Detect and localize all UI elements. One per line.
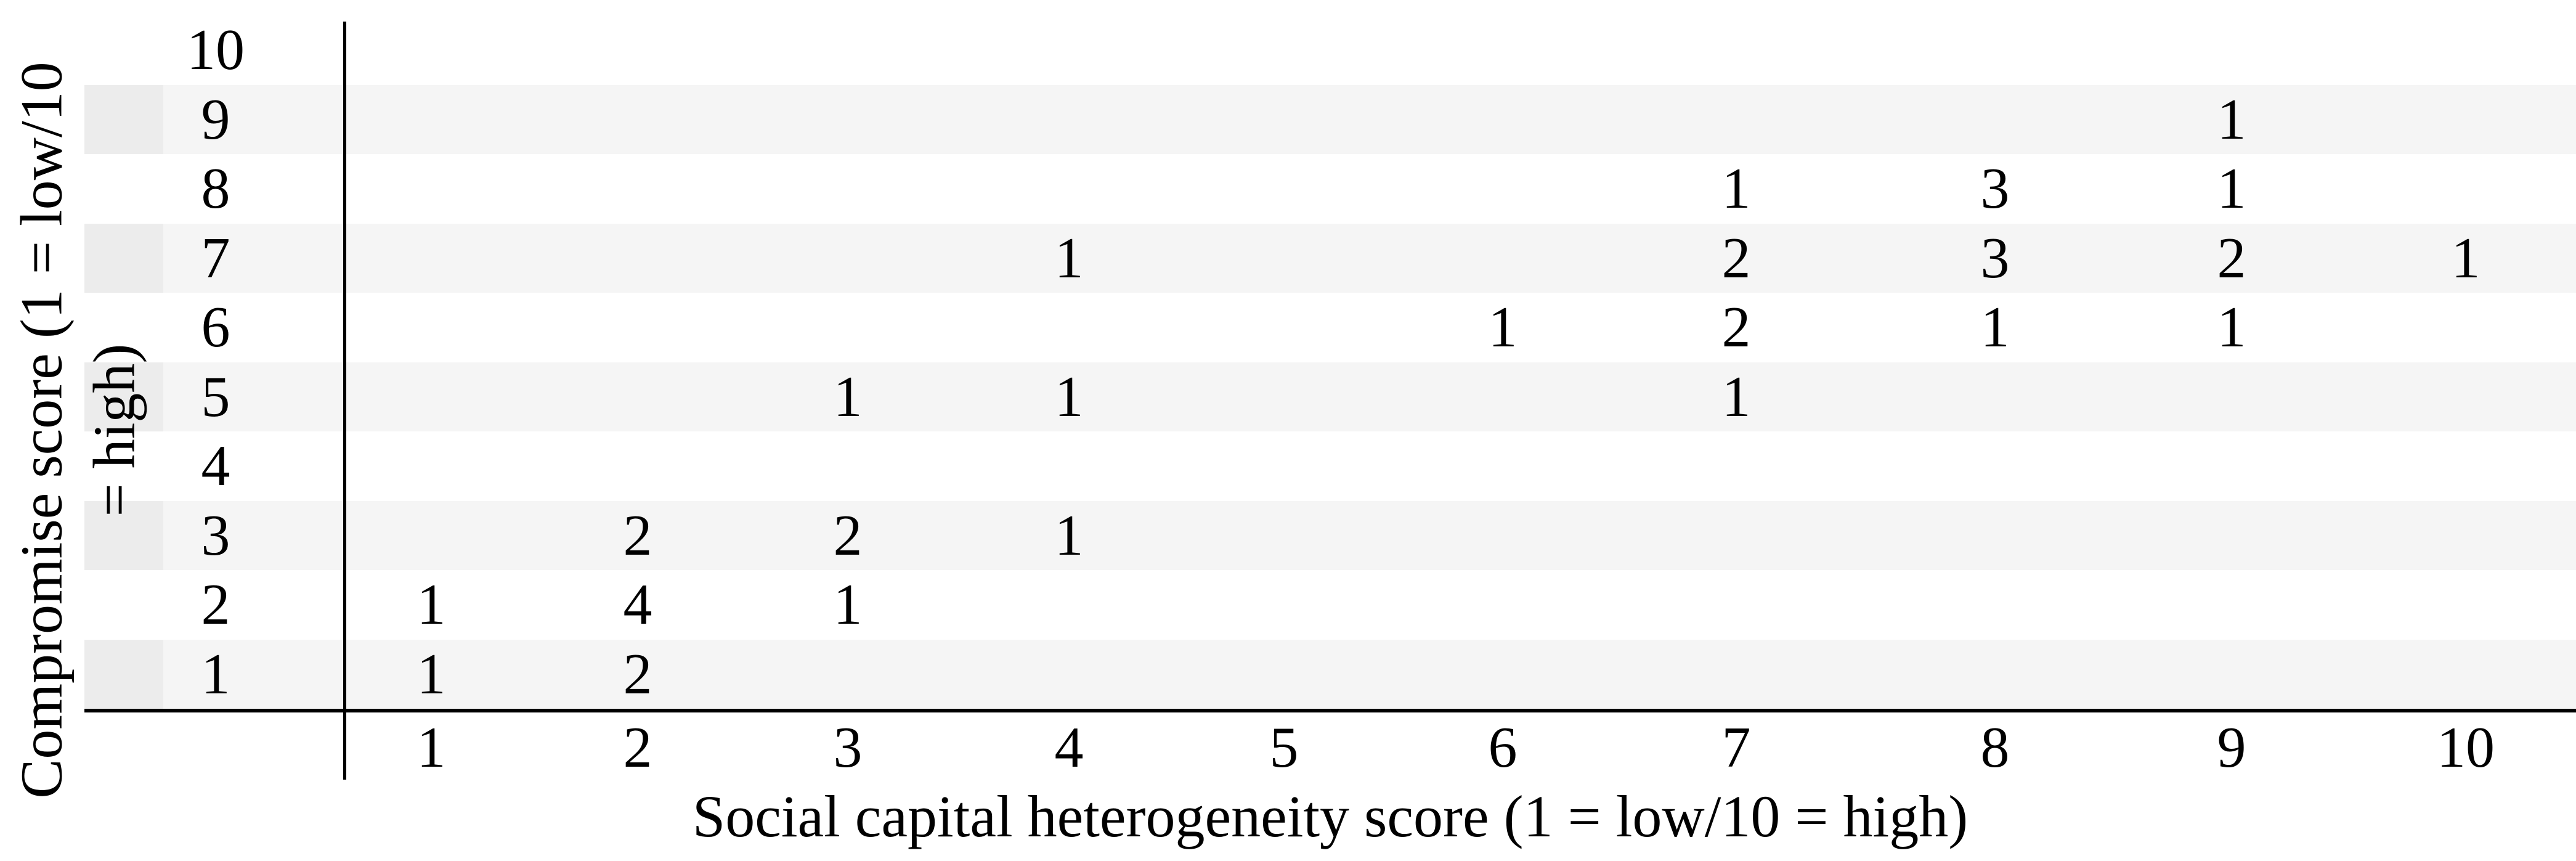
y-tick-7: 7	[201, 226, 230, 290]
row-stripe-9	[84, 84, 2576, 154]
row-stripe-cap	[84, 84, 163, 154]
count-cell: 1	[2217, 295, 2246, 360]
count-cell: 1	[1054, 364, 1084, 429]
row-stripe-cap	[84, 362, 163, 431]
x-tick-2: 2	[623, 716, 652, 780]
x-axis-title: Social capital heterogeneity score (1 = …	[692, 783, 1969, 849]
y-axis-title-line2: = high)	[81, 343, 147, 517]
count-cell: 1	[1488, 295, 1518, 360]
row-stripe-cap	[84, 500, 163, 570]
row-stripe-cap	[84, 639, 163, 709]
x-tick-10: 10	[2437, 716, 2495, 780]
count-cell: 1	[1721, 157, 1751, 221]
row-stripe-3	[84, 500, 2576, 570]
row-stripe-7	[84, 223, 2576, 293]
x-tick-7: 7	[1721, 716, 1751, 780]
count-cell: 1	[1054, 503, 1084, 568]
y-tick-2: 2	[201, 573, 230, 637]
y-tick-8: 8	[201, 157, 230, 221]
row-stripe-5	[84, 362, 2576, 431]
y-tick-9: 9	[201, 87, 230, 152]
row-stripe-cap	[84, 223, 163, 293]
count-cell: 1	[2217, 157, 2246, 221]
y-tick-5: 5	[201, 364, 230, 429]
y-tick-10: 10	[187, 18, 245, 83]
count-cell: 2	[1721, 226, 1751, 290]
y-axis-title-line1: Compromise score (1 = low/10	[8, 62, 75, 799]
count-cell: 1	[833, 364, 863, 429]
y-tick-3: 3	[201, 503, 230, 568]
count-cell: 2	[2217, 226, 2246, 290]
count-cell: 2	[833, 503, 863, 568]
x-tick-5: 5	[1269, 716, 1299, 780]
x-tick-3: 3	[833, 716, 863, 780]
count-cell: 1	[2217, 87, 2246, 152]
count-cell: 1	[416, 642, 446, 706]
y-tick-1: 1	[201, 642, 230, 706]
x-tick-8: 8	[1980, 716, 2010, 780]
y-tick-4: 4	[201, 434, 230, 499]
count-cell: 2	[623, 642, 652, 706]
count-cell: 1	[1721, 364, 1751, 429]
count-cell: 3	[1980, 226, 2010, 290]
x-tick-6: 6	[1488, 716, 1518, 780]
count-cell: 1	[1054, 226, 1084, 290]
x-axis-line	[84, 709, 2576, 712]
y-axis-title: Compromise score (1 = low/10 = high)	[6, 0, 151, 861]
x-tick-4: 4	[1054, 716, 1084, 780]
y-axis-line	[343, 22, 346, 780]
row-stripe-1	[84, 639, 2576, 709]
count-cell: 1	[2451, 226, 2481, 290]
count-cell: 2	[1721, 295, 1751, 360]
count-cell: 4	[623, 573, 652, 637]
x-tick-1: 1	[416, 716, 446, 780]
x-tick-9: 9	[2217, 716, 2246, 780]
count-cell: 1	[833, 573, 863, 637]
count-cell: 1	[416, 573, 446, 637]
count-cell: 3	[1980, 157, 2010, 221]
count-cell: 1	[1980, 295, 2010, 360]
count-cell: 2	[623, 503, 652, 568]
y-tick-6: 6	[201, 295, 230, 360]
